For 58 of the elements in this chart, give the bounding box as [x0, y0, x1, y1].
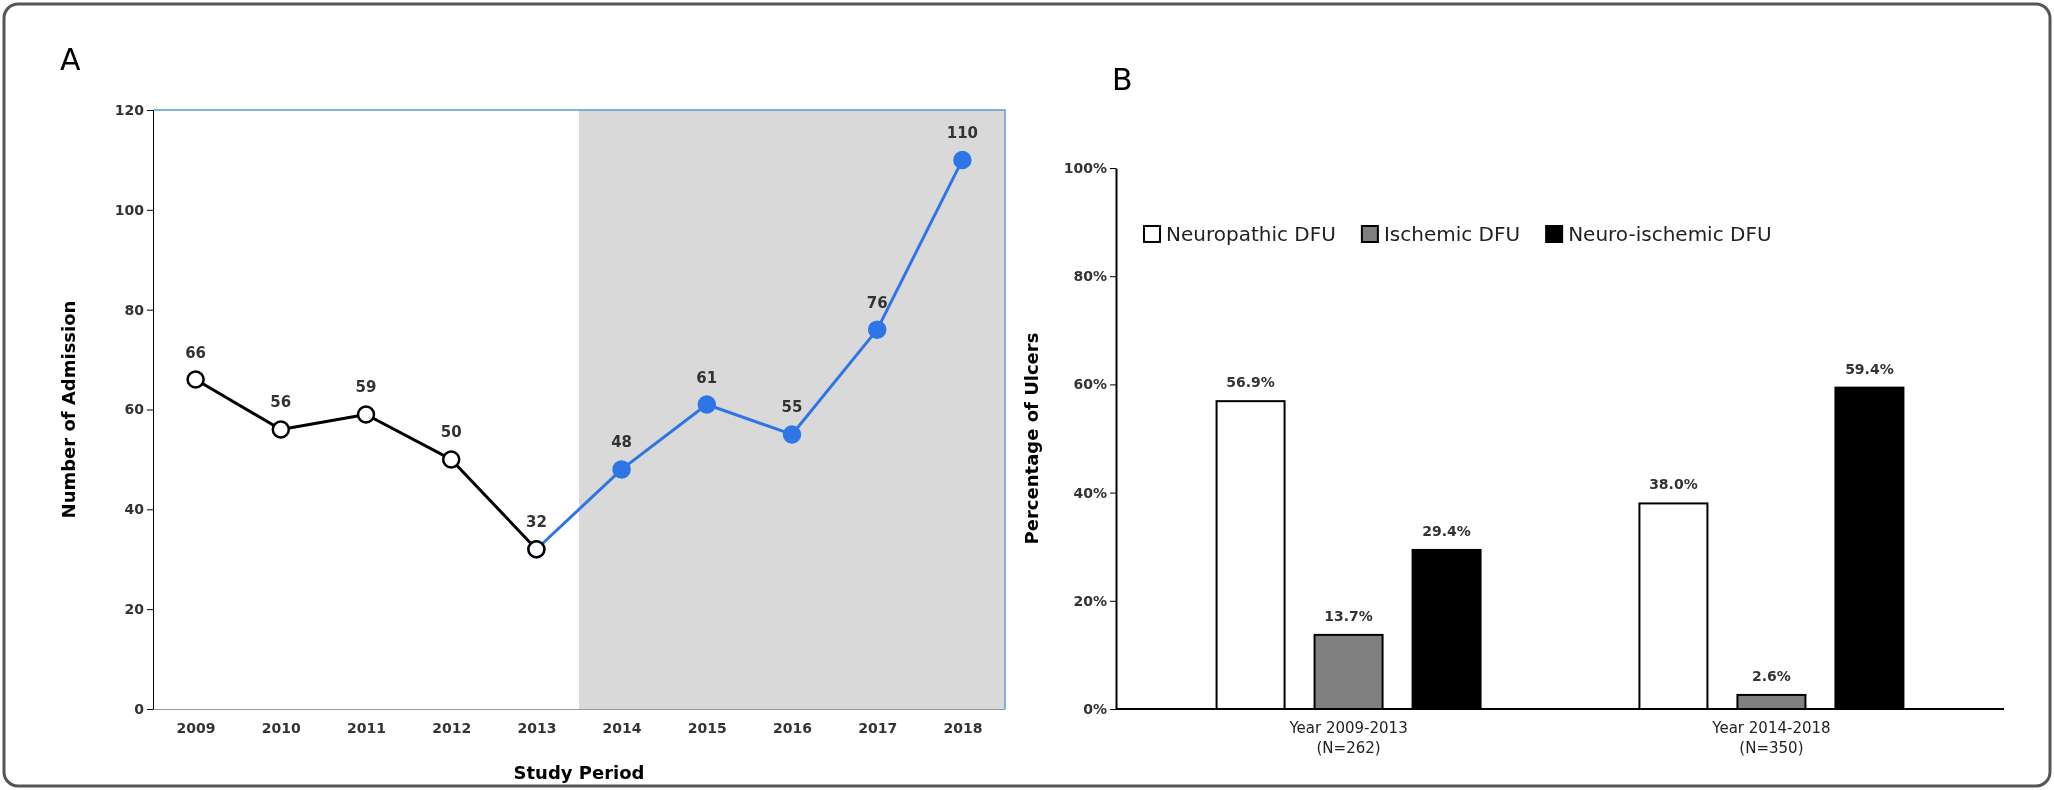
point [612, 460, 631, 479]
legend-label: Neuro-ischemic DFU [1568, 222, 1772, 246]
y-tick-label: 80% [1073, 268, 1107, 285]
point [782, 425, 802, 444]
data-label: 32 [525, 513, 547, 532]
y-tick-label: 120 [114, 101, 145, 118]
point [441, 450, 461, 469]
y-tick-label: 60% [1073, 376, 1107, 393]
data-label: 59.4% [1845, 360, 1894, 377]
legend-label: Neuropathic DFU [1166, 222, 1336, 246]
chart-title: B [1112, 62, 1133, 97]
point [953, 150, 972, 170]
y-tick-label: 100 [114, 201, 145, 218]
chart-title: A [60, 42, 81, 77]
y-tick-label: 80 [124, 301, 145, 318]
x-tick-label: Year 2009-2013 (N=262) [1288, 719, 1408, 757]
x-tick-label: 2012 [432, 719, 472, 736]
point [356, 405, 376, 424]
legend-label: Ischemic DFU [1383, 222, 1521, 246]
point [271, 420, 291, 439]
data-label: 29.4% [1422, 522, 1471, 539]
x-tick-label: 2015 [687, 719, 727, 736]
data-label: 56 [270, 393, 292, 412]
x-tick-label: 2016 [773, 719, 812, 736]
x-tick-label: 2009 [176, 719, 216, 736]
y-axis-title: Percentage of Ulcers [1021, 332, 1042, 545]
data-label: 13.7% [1324, 607, 1373, 624]
y-tick-label: 60 [124, 401, 145, 418]
x-axis-title: Study Period [513, 762, 645, 783]
data-label: 2.6% [1752, 667, 1791, 684]
data-label: 55 [781, 398, 803, 417]
data-label: 66 [185, 343, 207, 362]
x-tick-label: Year 2014-2018 (N=350) [1711, 719, 1831, 757]
y-axis-title: Number of Admission [58, 300, 79, 519]
data-label: 56.9% [1226, 374, 1275, 391]
y-tick-label: 40% [1073, 484, 1107, 501]
y-tick-label: 20 [124, 601, 145, 618]
data-label: 61 [696, 368, 718, 387]
data-label: 76 [866, 293, 888, 312]
y-tick-label: 40 [124, 501, 145, 518]
x-tick-label: 2010 [261, 719, 302, 736]
y-tick-label: 0 [134, 700, 145, 717]
data-label: 38.0% [1649, 476, 1698, 493]
x-tick-label: 2018 [943, 719, 983, 736]
data-label: 50 [440, 423, 462, 442]
y-tick-label: 20% [1073, 592, 1107, 609]
point [697, 395, 717, 414]
data-label: 110 [946, 123, 979, 142]
x-tick-label: 2017 [858, 719, 898, 736]
y-tick-label: 0% [1083, 700, 1107, 717]
point [186, 370, 205, 389]
x-tick-label: 2013 [517, 719, 557, 736]
x-tick-label: 2011 [347, 719, 386, 736]
data-label: 59 [355, 378, 377, 397]
data-label: 48 [611, 433, 633, 452]
point [867, 320, 887, 339]
x-tick-label: 2014 [602, 719, 642, 736]
y-tick-label: 100% [1063, 159, 1107, 176]
